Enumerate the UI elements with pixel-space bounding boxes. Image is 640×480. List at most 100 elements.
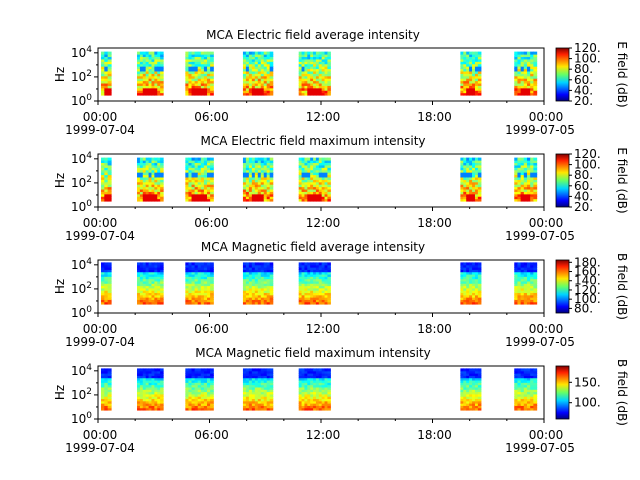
data-block	[460, 262, 482, 305]
x-tick-label: 06:00	[194, 216, 229, 230]
data-block	[185, 157, 214, 202]
data-block	[137, 51, 164, 96]
y-tick-label: 102	[71, 387, 92, 402]
x-tick-label: 00:00	[83, 322, 118, 336]
x-tick-label: 00:00	[83, 110, 118, 124]
data-block	[185, 262, 214, 305]
colorbar: 20.40.60.80.100.120. E field (dB)	[555, 147, 629, 214]
y-axis-label: Hz	[53, 173, 67, 188]
colorbar-label: B field (dB)	[615, 253, 629, 320]
x-tick-label: 18:00	[417, 428, 452, 442]
colorbar-tick-label: 100.	[574, 158, 601, 172]
x-date-label: 1999-07-05	[505, 441, 575, 455]
colorbar-tick-label: 100.	[574, 396, 601, 410]
data-block	[514, 368, 538, 411]
colorbar-tick-label: 60.	[574, 73, 593, 87]
colorbar-tick-label: 120.	[574, 41, 601, 55]
colorbar-tick-label: 140.	[574, 274, 601, 288]
y-tick-label: 100	[71, 305, 92, 320]
x-date-label: 1999-07-04	[65, 335, 135, 349]
colorbar-gradient	[555, 47, 570, 102]
colorbar-tick-label: 120.	[574, 147, 601, 161]
x-tick-label: 00:00	[83, 428, 118, 442]
x-tick-label: 00:00	[83, 216, 118, 230]
panel-title: MCA Electric field average intensity	[206, 28, 420, 42]
x-tick-label: 12:00	[306, 216, 341, 230]
colorbar-tick-label: 80.	[574, 62, 593, 76]
x-tick-label: 00:00	[529, 428, 564, 442]
y-axis-label: Hz	[53, 279, 67, 294]
x-tick-label: 06:00	[194, 428, 229, 442]
data-block	[101, 157, 112, 202]
panel-3: MCA Magnetic field average intensity 100 1…	[53, 240, 629, 349]
data-block	[101, 262, 112, 305]
data-block	[242, 262, 274, 305]
x-tick-label: 06:00	[194, 110, 229, 124]
colorbar: 100. 150. B field (dB)	[555, 359, 629, 426]
x-tick-label: 18:00	[417, 322, 452, 336]
x-date-label: 1999-07-05	[505, 123, 575, 137]
y-tick-label: 104	[71, 363, 92, 378]
x-tick-label: 18:00	[417, 216, 452, 230]
x-date-label: 1999-07-04	[65, 229, 135, 243]
colorbar-tick-label: 150.	[574, 375, 601, 389]
data-block	[137, 368, 164, 411]
data-block	[460, 157, 482, 202]
colorbar-tick-label: 100.	[574, 292, 601, 306]
x-tick-label: 12:00	[306, 428, 341, 442]
colorbar-gradient	[555, 365, 570, 420]
x-date-label: 1999-07-04	[65, 123, 135, 137]
data-block	[185, 368, 214, 411]
panel-2: MCA Electric field maximum intensity 100 1…	[53, 134, 629, 243]
x-tick-label: 00:00	[529, 322, 564, 336]
x-tick-label: 00:00	[529, 216, 564, 230]
colorbar-tick-label: 20.	[574, 94, 593, 108]
colorbar-gradient	[555, 153, 570, 208]
data-block	[514, 51, 538, 96]
colorbar-tick-label: 40.	[574, 83, 593, 97]
colorbar-label: E field (dB)	[615, 41, 629, 107]
colorbar-label: E field (dB)	[615, 147, 629, 213]
colorbar-tick-label: 120.	[574, 283, 601, 297]
x-tick-label: 06:00	[194, 322, 229, 336]
x-tick-label: 12:00	[306, 110, 341, 124]
y-tick-label: 100	[71, 93, 92, 108]
colorbar-tick-label: 160.	[574, 265, 601, 279]
y-axis-label: Hz	[53, 385, 67, 400]
colorbar-tick-label: 80.	[574, 168, 593, 182]
data-block	[514, 157, 538, 202]
panel-1: MCA Electric field average intensity 100 1…	[53, 28, 629, 137]
y-tick-label: 102	[71, 175, 92, 190]
y-tick-label: 104	[71, 45, 92, 60]
y-tick-label: 102	[71, 281, 92, 296]
colorbar-tick-label: 80.	[574, 301, 593, 315]
colorbar-gradient	[555, 259, 570, 314]
data-block	[242, 368, 274, 411]
panel-title: MCA Electric field maximum intensity	[200, 134, 425, 148]
x-tick-label: 18:00	[417, 110, 452, 124]
data-block	[298, 368, 331, 411]
y-tick-label: 104	[71, 257, 92, 272]
y-tick-label: 104	[71, 151, 92, 166]
data-block	[185, 51, 214, 96]
x-date-label: 1999-07-05	[505, 229, 575, 243]
colorbar-tick-label: 40.	[574, 189, 593, 203]
x-date-label: 1999-07-04	[65, 441, 135, 455]
y-axis-label: Hz	[53, 67, 67, 82]
data-block	[101, 51, 112, 96]
data-block	[460, 51, 482, 96]
data-block	[137, 157, 164, 202]
colorbar-tick-label: 100.	[574, 52, 601, 66]
data-block	[298, 157, 331, 202]
x-date-label: 1999-07-05	[505, 335, 575, 349]
colorbar-tick-label: 180.	[574, 255, 601, 269]
panel-4: MCA Magnetic field maximum intensity 100 1…	[53, 346, 629, 455]
data-block	[460, 368, 482, 411]
panel-title: MCA Magnetic field maximum intensity	[195, 346, 431, 360]
data-block	[298, 262, 331, 305]
x-tick-label: 00:00	[529, 110, 564, 124]
data-block	[298, 51, 331, 96]
panel-title: MCA Magnetic field average intensity	[201, 240, 425, 254]
data-block	[242, 51, 274, 96]
